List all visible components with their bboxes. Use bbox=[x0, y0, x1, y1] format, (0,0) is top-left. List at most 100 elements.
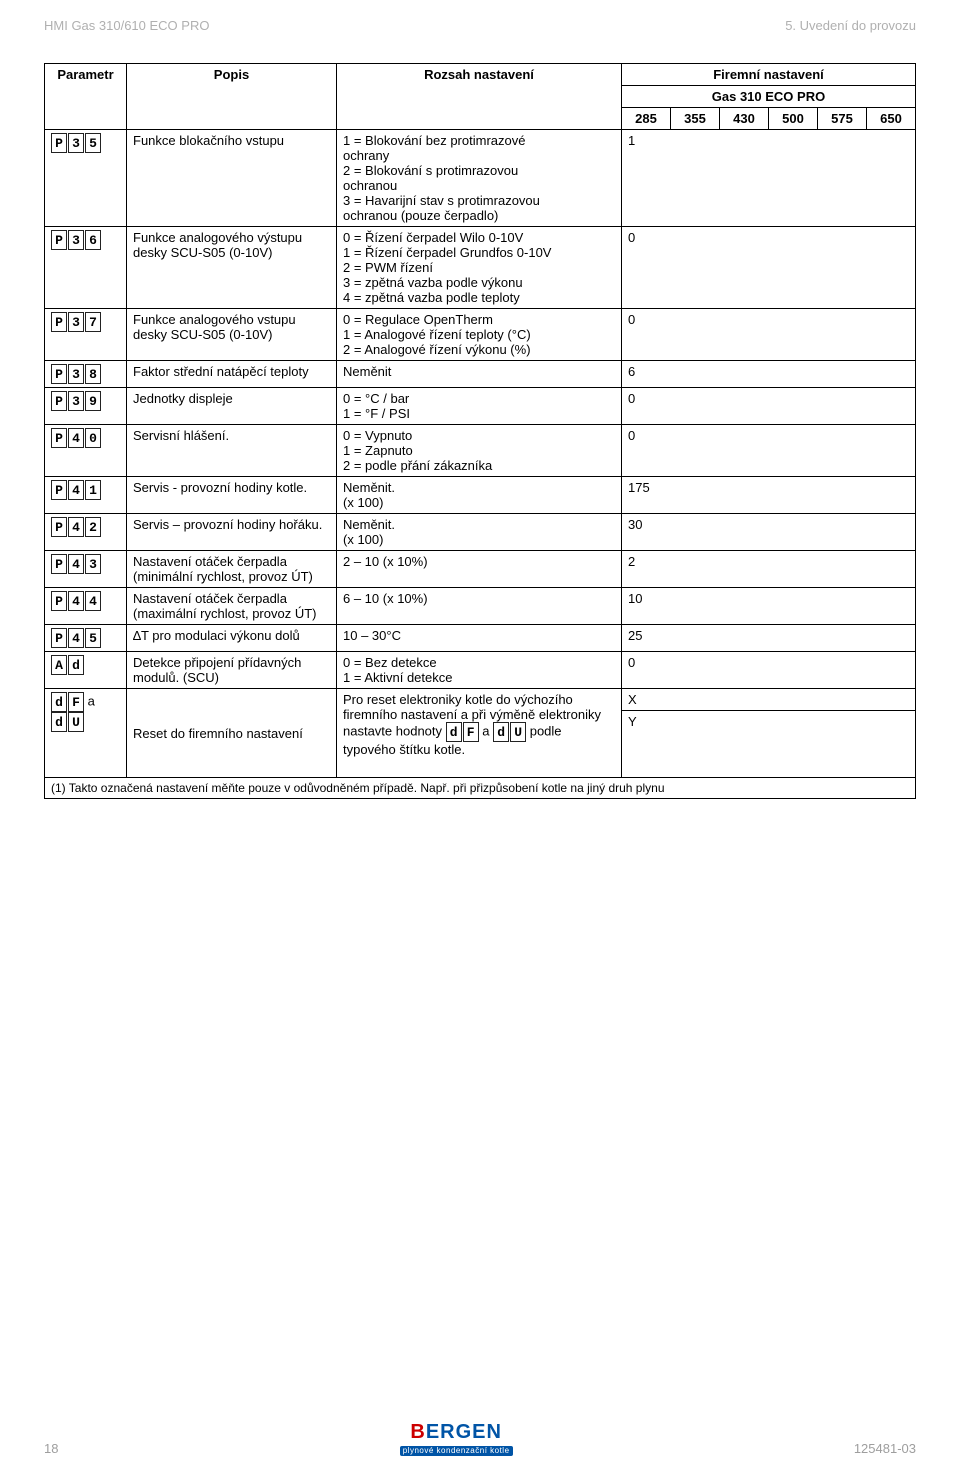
table-row: P37 Funkce analogového vstupu desky SCU-S… bbox=[45, 309, 916, 361]
code-char: 4 bbox=[68, 480, 84, 500]
logo-text: BERGEN bbox=[400, 1422, 513, 1442]
cell-value-x: X bbox=[622, 689, 916, 711]
cell-value: 0 bbox=[622, 388, 916, 425]
cell-code: P38 bbox=[45, 361, 127, 388]
cell-popis: Reset do firemního nastavení bbox=[127, 689, 337, 778]
code-char: d bbox=[51, 692, 67, 712]
cell-popis: Jednotky displeje bbox=[127, 388, 337, 425]
cell-code: P41 bbox=[45, 477, 127, 514]
cell-value: 30 bbox=[622, 514, 916, 551]
code-char: U bbox=[68, 712, 84, 732]
cell-value: 0 bbox=[622, 309, 916, 361]
cell-value: 6 bbox=[622, 361, 916, 388]
cell-rozsah: 0 = Regulace OpenTherm 1 = Analogové říz… bbox=[337, 309, 622, 361]
param-code: P38 bbox=[51, 364, 101, 384]
cell-code: P42 bbox=[45, 514, 127, 551]
cell-rozsah: Neměnit. (x 100) bbox=[337, 514, 622, 551]
th-firemni: Firemní nastavení bbox=[622, 64, 916, 86]
code-char: 4 bbox=[68, 591, 84, 611]
code-char: P bbox=[51, 391, 67, 411]
code-char: 5 bbox=[85, 133, 101, 153]
cell-code: Ad bbox=[45, 652, 127, 689]
page: HMI Gas 310/610 ECO PRO 5. Uvedení do pr… bbox=[0, 0, 960, 1474]
logo-rest: ERGEN bbox=[426, 1421, 502, 1443]
header-right: 5. Uvedení do provozu bbox=[785, 18, 916, 33]
code-char: 3 bbox=[68, 391, 84, 411]
cell-code: P39 bbox=[45, 388, 127, 425]
cell-rozsah: Neměnit bbox=[337, 361, 622, 388]
cell-value: 10 bbox=[622, 588, 916, 625]
param-code: P42 bbox=[51, 517, 101, 537]
th-col-500: 500 bbox=[769, 108, 818, 130]
code-char: 3 bbox=[68, 312, 84, 332]
param-code: dF bbox=[51, 692, 84, 712]
cell-popis: Servis – provozní hodiny hořáku. bbox=[127, 514, 337, 551]
table-row: P36Funkce analogového výstupu desky SCU-… bbox=[45, 227, 916, 309]
param-code: dU bbox=[493, 722, 526, 742]
cell-footnote: (1) Takto označená nastavení měňte pouze… bbox=[45, 778, 916, 799]
cell-code: P37 bbox=[45, 309, 127, 361]
code-char: 4 bbox=[85, 591, 101, 611]
cell-value: 2 bbox=[622, 551, 916, 588]
code-char: 3 bbox=[68, 133, 84, 153]
code-char: d bbox=[51, 712, 67, 732]
footer-page-number: 18 bbox=[44, 1441, 58, 1456]
cell-popis: Servis - provozní hodiny kotle. bbox=[127, 477, 337, 514]
brand-logo: BERGEN plynové kondenzační kotle bbox=[400, 1422, 513, 1456]
cell-code: P45 bbox=[45, 625, 127, 652]
code-char: P bbox=[51, 312, 67, 332]
cell-value: 25 bbox=[622, 625, 916, 652]
code-char: 4 bbox=[68, 554, 84, 574]
th-popis: Popis bbox=[127, 64, 337, 130]
th-col-575: 575 bbox=[818, 108, 867, 130]
code-char: 4 bbox=[68, 517, 84, 537]
param-code: P37 bbox=[51, 312, 101, 332]
cell-code: dF a dU bbox=[45, 689, 127, 778]
th-rozsah: Rozsah nastavení bbox=[337, 64, 622, 130]
cell-popis: ∆T pro modulaci výkonu dolů bbox=[127, 625, 337, 652]
table-row: AdDetekce připojení přídavných modulů. (… bbox=[45, 652, 916, 689]
table-row: P39 Jednotky displeje0 = °C / bar 1 = °F … bbox=[45, 388, 916, 425]
cell-popis: Funkce analogového vstupu desky SCU-S05 … bbox=[127, 309, 337, 361]
table-row-reset: dF a dUReset do firemního nastaveníPro r… bbox=[45, 689, 916, 711]
cell-rozsah: 0 = Vypnuto 1 = Zapnuto 2 = podle přání … bbox=[337, 425, 622, 477]
cell-rozsah: 0 = °C / bar 1 = °F / PSI bbox=[337, 388, 622, 425]
code-char: A bbox=[51, 655, 67, 675]
cell-rozsah: 0 = Řízení čerpadel Wilo 0-10V 1 = Řízen… bbox=[337, 227, 622, 309]
cell-popis: Faktor střední natápěcí teploty bbox=[127, 361, 337, 388]
param-code: P45 bbox=[51, 628, 101, 648]
table-row: P38 Faktor střední natápěcí teplotyNeměni… bbox=[45, 361, 916, 388]
code-char: P bbox=[51, 364, 67, 384]
param-code: P39 bbox=[51, 391, 101, 411]
code-char: 4 bbox=[68, 428, 84, 448]
th-product: Gas 310 ECO PRO bbox=[622, 86, 916, 108]
param-code: P40 bbox=[51, 428, 101, 448]
cell-value: 0 bbox=[622, 227, 916, 309]
table-row: P35Funkce blokačního vstupu1 = Blokování… bbox=[45, 130, 916, 227]
param-code: P44 bbox=[51, 591, 101, 611]
code-char: P bbox=[51, 133, 67, 153]
th-col-650: 650 bbox=[867, 108, 916, 130]
code-char: P bbox=[51, 428, 67, 448]
th-col-430: 430 bbox=[720, 108, 769, 130]
code-char: d bbox=[493, 722, 509, 742]
code-char: P bbox=[51, 591, 67, 611]
param-code: P35 bbox=[51, 133, 101, 153]
param-code: dU bbox=[51, 712, 84, 732]
code-char: 3 bbox=[68, 364, 84, 384]
code-char: 5 bbox=[85, 628, 101, 648]
table-head: Parametr Popis Rozsah nastavení Firemní … bbox=[45, 64, 916, 130]
table-row: P42 Servis – provozní hodiny hořáku.Neměn… bbox=[45, 514, 916, 551]
code-char: 7 bbox=[85, 312, 101, 332]
cell-rozsah: Pro reset elektroniky kotle do výchozího… bbox=[337, 689, 622, 778]
header-left: HMI Gas 310/610 ECO PRO bbox=[44, 18, 209, 33]
table-row: P41Servis - provozní hodiny kotle.Neměni… bbox=[45, 477, 916, 514]
cell-code: P44 bbox=[45, 588, 127, 625]
cell-rozsah: 2 – 10 (x 10%) bbox=[337, 551, 622, 588]
cell-value: 0 bbox=[622, 425, 916, 477]
table-row-footnote: (1) Takto označená nastavení měňte pouze… bbox=[45, 778, 916, 799]
cell-popis: Detekce připojení přídavných modulů. (SC… bbox=[127, 652, 337, 689]
cell-value: 1 bbox=[622, 130, 916, 227]
logo-subtitle: plynové kondenzační kotle bbox=[400, 1446, 513, 1456]
code-char: d bbox=[68, 655, 84, 675]
